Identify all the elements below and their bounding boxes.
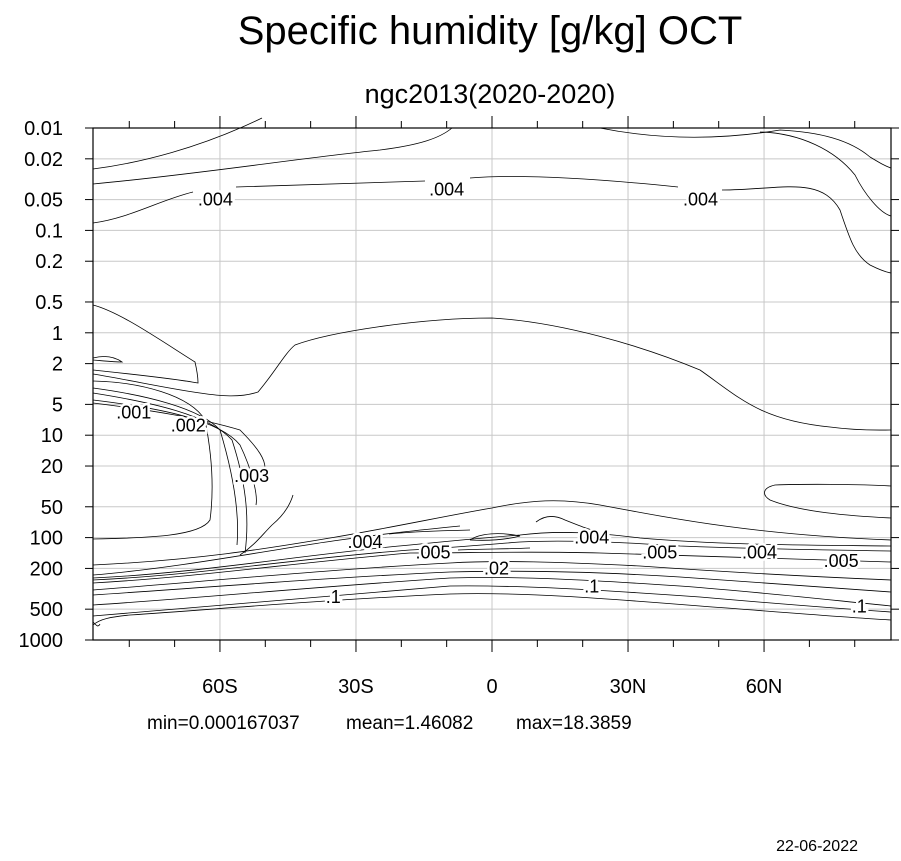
contour-label: .001 (116, 402, 151, 422)
y-tick-label: 200 (30, 558, 63, 580)
contour-line (92, 117, 263, 170)
contour-line (92, 380, 213, 540)
y-tick-label: 0.1 (35, 220, 63, 242)
contour-lines (92, 117, 892, 627)
contour-label: .004 (683, 190, 718, 210)
contour-line (92, 577, 892, 607)
y-tick-label: 0.01 (24, 118, 63, 140)
y-tick-label: 20 (41, 456, 63, 478)
chart-subtitle: ngc2013(2020-2020) (365, 79, 616, 109)
contour-line (92, 532, 892, 579)
contour-line (92, 570, 892, 596)
contour-label: .004 (742, 543, 777, 563)
y-tick-label: 1000 (19, 630, 64, 652)
contour-line (92, 561, 892, 591)
contour-line (92, 304, 199, 384)
x-tick-label: 0 (486, 676, 497, 698)
contour-label: .002 (171, 415, 206, 435)
contour-label: .004 (198, 190, 233, 210)
y-tick-label: 0.2 (35, 251, 63, 273)
y-tick-label: 0.02 (24, 149, 63, 171)
contour-line (469, 176, 679, 188)
contour-line (457, 547, 531, 551)
contour-label: .004 (429, 180, 464, 200)
contour-label: .005 (416, 543, 451, 563)
contour-line (92, 399, 257, 506)
x-axis: 60S 30S 0 30N 60N (128, 116, 856, 698)
y-tick-label: 100 (30, 528, 63, 550)
contour-line (759, 131, 892, 217)
contour-line (92, 191, 194, 224)
contour-label: .003 (234, 466, 269, 486)
chart-title: Specific humidity [g/kg] OCT (238, 9, 743, 53)
contour-line (239, 494, 294, 556)
contour-line (599, 127, 892, 169)
contour-line (92, 392, 248, 554)
y-tick-label: 500 (30, 599, 63, 621)
contour-line (764, 483, 892, 519)
contour-label: .02 (484, 558, 509, 578)
contour-line (92, 402, 266, 469)
contour-line (92, 127, 453, 185)
contour-line (235, 180, 426, 188)
contour-line (721, 186, 892, 274)
y-tick-label: 10 (41, 425, 63, 447)
y-axis: 0.01 0.02 0.05 0.1 0.2 0.5 1 2 5 10 20 50 100 200 500 1… (19, 118, 899, 652)
gridlines (93, 128, 891, 640)
stat-max: max=18.3859 (516, 713, 632, 734)
contour-label: .1 (584, 576, 599, 596)
y-tick-label: 1 (52, 323, 63, 345)
contour-line (92, 500, 892, 566)
x-tick-label: 60S (202, 676, 238, 698)
x-tick-label: 30N (610, 676, 647, 698)
contour-label: .005 (642, 543, 677, 563)
contour-line (92, 317, 892, 431)
contour-line (92, 525, 461, 576)
stats-line: min=0.000167037 mean=1.46082 max=18.3859 (147, 713, 632, 734)
plot-date: 22-06-2022 (776, 838, 858, 855)
x-tick-label: 60N (746, 676, 783, 698)
stat-min: min=0.000167037 (147, 713, 300, 734)
contour-label: .1 (852, 596, 867, 616)
y-tick-label: 2 (52, 354, 63, 376)
y-tick-label: 50 (41, 497, 63, 519)
stat-mean: mean=1.46082 (346, 713, 473, 734)
contour-label: .004 (574, 528, 609, 548)
x-tick-label: 30S (338, 676, 374, 698)
contour-line (92, 621, 101, 627)
contour-line (388, 529, 471, 535)
contour-line (92, 593, 892, 626)
contour-label: .1 (326, 587, 341, 607)
y-tick-label: 0.05 (24, 190, 63, 212)
contour-label: .004 (348, 532, 383, 552)
contour-line (535, 516, 601, 533)
contour-label: .005 (824, 551, 859, 571)
contour-line (92, 540, 892, 581)
contour-labels: .004 .004 .004 .001 .002 .003 .004 .005 .02 .004.… (114, 177, 869, 619)
y-tick-label: 0.5 (35, 292, 63, 314)
y-tick-label: 5 (52, 394, 63, 416)
contour-line (92, 356, 124, 363)
contour-line (469, 533, 521, 541)
